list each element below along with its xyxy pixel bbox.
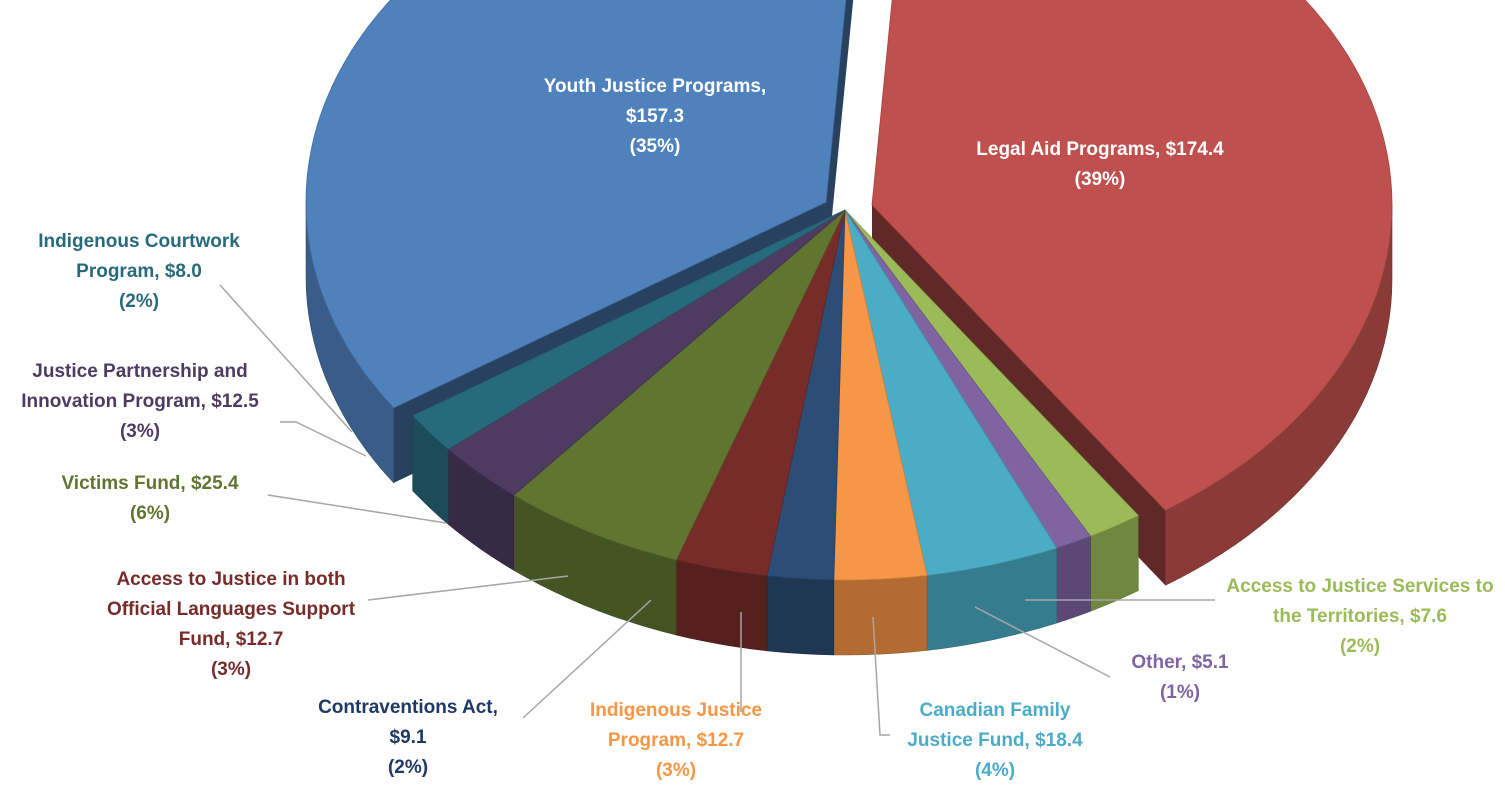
slice-label-9-line-0: Indigenous Courtwork xyxy=(38,231,240,252)
leader-lines xyxy=(219,284,1215,736)
slice-cut-10-1 xyxy=(825,0,854,278)
slice-label-3: Canadian Family Justice Fund, $18.4 (4%) xyxy=(907,700,1083,781)
leader-line-7 xyxy=(267,494,447,524)
slice-label-4-line-0: Indigenous Justice xyxy=(590,700,762,721)
slice-label-5: Contraventions Act, $9.1 (2%) xyxy=(318,697,498,778)
slice-top-3 xyxy=(844,209,1058,576)
slice-label-5-line-2: (2%) xyxy=(388,757,428,778)
slice-label-4-line-2: (3%) xyxy=(656,760,696,781)
slice-label-6-line-1: Official Languages Support xyxy=(107,599,356,620)
slice-labels: Legal Aid Programs, $174.4 (39%) Access to… xyxy=(21,76,1493,781)
slice-label-2: Other, $5.1 (1%) xyxy=(1131,652,1229,703)
slice-label-0-line-1: (39%) xyxy=(1075,169,1126,190)
slice-label-4: Indigenous Justice Program, $12.7 (3%) xyxy=(590,700,762,781)
slice-label-6: Access to Justice in both Official Langua… xyxy=(107,569,356,680)
leader-line-9 xyxy=(219,284,353,433)
slice-label-4-line-1: Program, $12.7 xyxy=(608,730,744,751)
leader-line-2 xyxy=(974,606,1111,678)
slice-label-3-line-2: (4%) xyxy=(975,760,1015,781)
leader-line-3 xyxy=(872,616,890,736)
leader-line-8 xyxy=(280,421,367,457)
slice-top-9 xyxy=(412,209,846,450)
slice-label-8-line-2: (3%) xyxy=(120,421,160,442)
slice-label-10-line-2: (35%) xyxy=(630,136,681,157)
slice-top-10 xyxy=(305,0,847,409)
slice-label-7-line-0: Victims Fund, $25.4 xyxy=(61,473,238,494)
slice-label-7-line-1: (6%) xyxy=(130,503,170,524)
slice-label-6-line-2: Fund, $12.7 xyxy=(179,629,284,650)
slice-label-3-line-0: Canadian Family xyxy=(920,700,1071,721)
slice-label-5-line-0: Contraventions Act, xyxy=(318,697,498,718)
slice-label-9-line-1: Program, $8.0 xyxy=(76,261,202,282)
slice-label-3-line-1: Justice Fund, $18.4 xyxy=(907,730,1083,751)
slice-side-4 xyxy=(833,575,928,656)
slice-label-0-line-0: Legal Aid Programs, $174.4 xyxy=(976,139,1224,160)
slice-side-5 xyxy=(766,575,835,656)
leader-line-5 xyxy=(522,599,652,719)
pie-tops xyxy=(305,0,1393,581)
slice-label-6-line-0: Access to Justice in both xyxy=(116,569,345,590)
slice-label-9: Indigenous Courtwork Program, $8.0 (2%) xyxy=(38,231,240,312)
slice-label-8-line-0: Justice Partnership and xyxy=(32,361,247,382)
slice-label-7: Victims Fund, $25.4 (6%) xyxy=(61,473,238,524)
slice-label-8: Justice Partnership and Innovation Progra… xyxy=(21,361,259,442)
slice-label-10-line-0: Youth Justice Programs, xyxy=(544,76,766,97)
slice-top-7 xyxy=(513,209,846,561)
slice-label-2-line-0: Other, $5.1 xyxy=(1131,652,1229,673)
slice-label-1-line-1: the Territories, $7.6 xyxy=(1273,606,1447,627)
slice-label-1: Access to Justice Services to the Territo… xyxy=(1226,576,1493,657)
slice-label-1-line-0: Access to Justice Services to xyxy=(1226,576,1493,597)
slice-label-10-line-1: $157.3 xyxy=(626,106,684,127)
slice-label-1-line-2: (2%) xyxy=(1340,636,1380,657)
slice-label-0: Legal Aid Programs, $174.4 (39%) xyxy=(976,139,1224,190)
slice-label-5-line-1: $9.1 xyxy=(390,727,427,748)
slice-top-0 xyxy=(871,0,1393,511)
slice-side-2 xyxy=(1056,535,1091,624)
leader-line-6 xyxy=(367,575,569,601)
slice-top-8 xyxy=(447,209,846,496)
slice-label-9-line-2: (2%) xyxy=(119,291,159,312)
slice-label-8-line-1: Innovation Program, $12.5 xyxy=(21,391,259,412)
slice-label-6-line-3: (3%) xyxy=(211,659,251,680)
slice-top-4 xyxy=(833,209,928,581)
slice-label-2-line-1: (1%) xyxy=(1160,682,1200,703)
slice-top-6 xyxy=(675,209,846,577)
slice-top-1 xyxy=(844,209,1139,537)
slice-label-10: Youth Justice Programs, $157.3 (35%) xyxy=(544,76,766,157)
slice-top-2 xyxy=(844,209,1092,549)
